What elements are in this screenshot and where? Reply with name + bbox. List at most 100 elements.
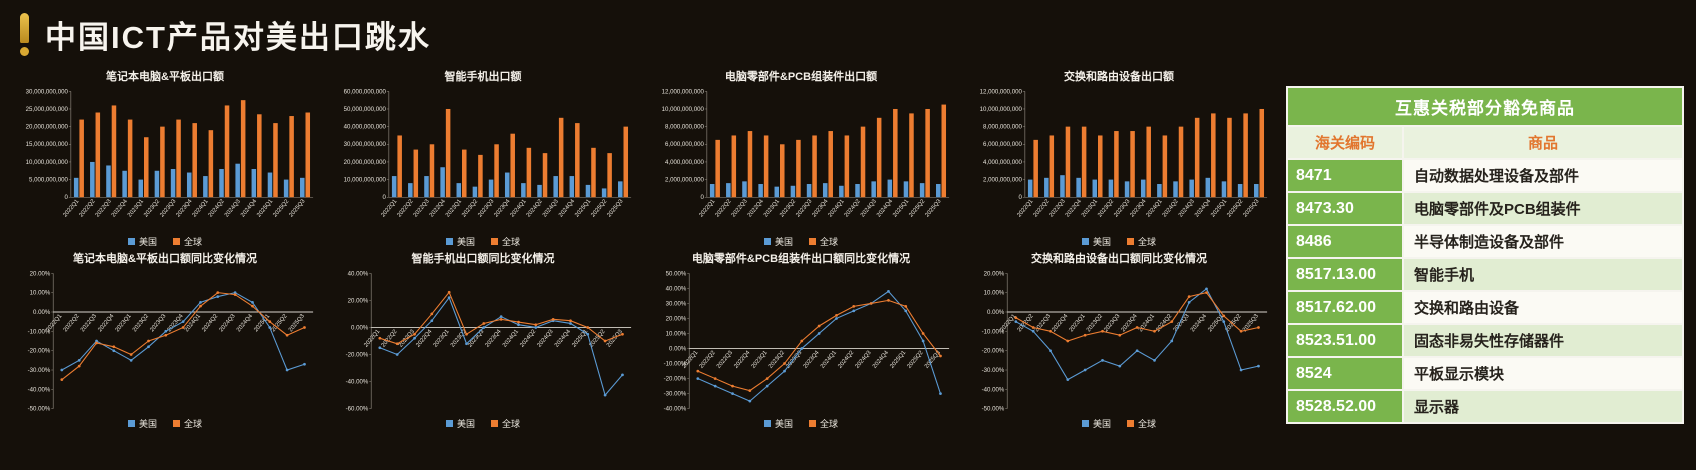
svg-text:2025Q3: 2025Q3 <box>606 328 625 348</box>
svg-text:0: 0 <box>701 194 705 201</box>
chart-switch-router-export: 交换和路由设备出口额 0 2,000,000,000 4,000,000,000 6,… <box>960 70 1278 252</box>
svg-text:40,000,000,000: 40,000,000,000 <box>344 124 387 131</box>
svg-text:2024Q4: 2024Q4 <box>872 349 891 369</box>
svg-text:0: 0 <box>1019 194 1023 201</box>
chart-switch-router-yoy: 交换和路由设备出口额同比变化情况 -50.00% -40.00% -30.00% -2… <box>960 252 1278 434</box>
svg-text:2,000,000,000: 2,000,000,000 <box>983 177 1022 184</box>
svg-text:-40.00%: -40.00% <box>346 379 369 386</box>
svg-text:6,000,000,000: 6,000,000,000 <box>983 141 1022 148</box>
svg-text:2023Q2: 2023Q2 <box>1097 199 1115 219</box>
smartphone-yoy-line-chart: -60.00% -40.00% -20.00% 0.00% 20.00% 40.00% 20… <box>330 266 636 416</box>
switch-router-export-bar-chart: 0 2,000,000,000 4,000,000,000 6,000,000,000… <box>966 84 1272 234</box>
svg-text:2023Q1: 2023Q1 <box>763 199 781 219</box>
svg-text:2024Q4: 2024Q4 <box>554 328 573 348</box>
svg-text:12,000,000,000: 12,000,000,000 <box>980 88 1023 95</box>
svg-text:10.00%: 10.00% <box>666 330 687 337</box>
svg-text:2024Q3: 2024Q3 <box>855 349 874 369</box>
product-name: 显示器 <box>1402 389 1684 424</box>
chart-title: 交换和路由设备出口额同比变化情况 <box>1031 253 1207 265</box>
svg-text:2022Q4: 2022Q4 <box>1051 313 1070 333</box>
svg-text:2024Q1: 2024Q1 <box>820 350 838 370</box>
chart-laptop-tablet-yoy: 笔记本电脑&平板出口额同比变化情况 -50.00% -40.00% -30.00% -… <box>6 252 324 434</box>
chart-title: 智能手机出口额 <box>444 71 522 83</box>
svg-text:2022Q1: 2022Q1 <box>698 199 716 219</box>
svg-text:2022Q1: 2022Q1 <box>62 199 80 219</box>
svg-text:2022Q2: 2022Q2 <box>63 313 81 333</box>
svg-text:2023Q2: 2023Q2 <box>779 199 797 219</box>
us-legend-label: 美国 <box>456 419 475 429</box>
svg-text:2024Q2: 2024Q2 <box>844 199 862 219</box>
svg-text:2024Q1: 2024Q1 <box>1138 313 1156 333</box>
svg-text:2022Q3: 2022Q3 <box>80 313 99 333</box>
svg-text:2023Q1: 2023Q1 <box>445 199 463 219</box>
global-legend-label: 全球 <box>1138 237 1157 247</box>
svg-text:2024Q4: 2024Q4 <box>236 313 255 333</box>
product-name: 自动数据处理设备及部件 <box>1402 158 1684 193</box>
us-legend-label: 美国 <box>774 237 793 247</box>
page-title: 中国ICT产品对美出口跳水 <box>45 20 431 55</box>
global-legend-label: 全球 <box>502 419 521 429</box>
charts-grid: 笔记本电脑&平板出口额 0 5,000,000,000 10,000,000,000… <box>6 70 1278 434</box>
svg-text:2024Q4: 2024Q4 <box>1190 313 1209 333</box>
global-legend-label: 全球 <box>820 419 839 429</box>
global-legend-label: 全球 <box>820 237 839 247</box>
ornament-bar <box>20 13 29 43</box>
svg-text:-20.00%: -20.00% <box>28 348 51 355</box>
svg-text:2023Q2: 2023Q2 <box>461 199 479 219</box>
svg-text:25,000,000,000: 25,000,000,000 <box>26 106 69 113</box>
svg-text:50,000,000,000: 50,000,000,000 <box>344 106 387 113</box>
smartphone-export-bar-chart: 0 10,000,000,000 20,000,000,000 30,000,000,… <box>330 84 636 234</box>
svg-text:2024Q1: 2024Q1 <box>192 199 210 219</box>
chart-title: 笔记本电脑&平板出口额 <box>106 71 224 83</box>
svg-text:6,000,000,000: 6,000,000,000 <box>665 141 704 148</box>
svg-text:2023Q4: 2023Q4 <box>485 328 504 348</box>
hs-code: 8517.62.00 <box>1286 290 1404 325</box>
chart-pc-parts-export: 电脑零部件&PCB组装件出口额 0 2,000,000,000 4,000,000,… <box>642 70 960 252</box>
hs-code: 8486 <box>1286 224 1404 259</box>
svg-text:2025Q3: 2025Q3 <box>607 198 626 218</box>
hs-code: 8528.52.00 <box>1286 389 1404 424</box>
svg-text:2022Q2: 2022Q2 <box>699 350 717 370</box>
us-legend-swatch <box>445 238 453 245</box>
chart-legend: 美国 全球 <box>763 235 839 248</box>
hs-code: 8473.30 <box>1286 191 1404 226</box>
svg-text:2025Q2: 2025Q2 <box>1226 199 1244 219</box>
chart-legend: 美国 全球 <box>445 417 521 430</box>
hs-code: 8523.51.00 <box>1286 323 1404 358</box>
product-name: 交换和路由设备 <box>1402 290 1684 325</box>
svg-text:12,000,000,000: 12,000,000,000 <box>662 88 705 95</box>
svg-text:20.00%: 20.00% <box>666 315 687 322</box>
chart-legend: 美国 全球 <box>127 417 202 430</box>
svg-text:2024Q2: 2024Q2 <box>1155 313 1173 333</box>
svg-text:10.00%: 10.00% <box>30 290 51 297</box>
svg-text:40.00%: 40.00% <box>666 285 687 292</box>
switch-router-yoy-line-chart: -50.00% -40.00% -30.00% -20.00% -10.00% 0.00%… <box>966 266 1272 416</box>
svg-text:2024Q1: 2024Q1 <box>510 199 528 219</box>
chart-title: 电脑零部件&PCB组装件出口额 <box>724 71 878 83</box>
table-row: 8471 自动数据处理设备及部件 <box>1286 158 1684 193</box>
us-legend-label: 美国 <box>1092 237 1111 247</box>
ornament-dot <box>20 47 29 56</box>
svg-text:15,000,000,000: 15,000,000,000 <box>26 141 69 148</box>
svg-text:5,000,000,000: 5,000,000,000 <box>29 177 68 184</box>
svg-text:2022Q1: 2022Q1 <box>380 199 398 219</box>
us-legend-label: 美国 <box>1092 419 1111 429</box>
global-legend-label: 全球 <box>502 237 521 247</box>
laptop-tablet-yoy-line-chart: -50.00% -40.00% -30.00% -20.00% -10.00% 0.00%… <box>12 266 318 416</box>
global-legend-swatch <box>809 238 816 245</box>
svg-text:2024Q2: 2024Q2 <box>837 350 855 370</box>
svg-text:2022Q4: 2022Q4 <box>415 328 434 348</box>
hs-code: 8524 <box>1286 356 1404 391</box>
svg-text:30,000,000,000: 30,000,000,000 <box>344 141 387 148</box>
svg-text:0: 0 <box>65 194 69 201</box>
svg-text:20,000,000,000: 20,000,000,000 <box>26 124 69 131</box>
svg-text:2024Q2: 2024Q2 <box>519 329 537 349</box>
svg-text:2023Q1: 2023Q1 <box>751 350 769 370</box>
hs-code-column-header: 海关编码 <box>1286 125 1404 160</box>
chart-smartphone-export: 智能手机出口额 0 10,000,000,000 20,000,000,000 30,… <box>324 70 642 252</box>
chart-title: 电脑零部件&PCB组装件出口额同比变化情况 <box>691 253 911 265</box>
svg-text:20.00%: 20.00% <box>984 270 1005 277</box>
svg-text:4,000,000,000: 4,000,000,000 <box>665 159 704 166</box>
svg-text:2023Q2: 2023Q2 <box>1086 313 1104 333</box>
svg-text:60,000,000,000: 60,000,000,000 <box>344 88 387 95</box>
